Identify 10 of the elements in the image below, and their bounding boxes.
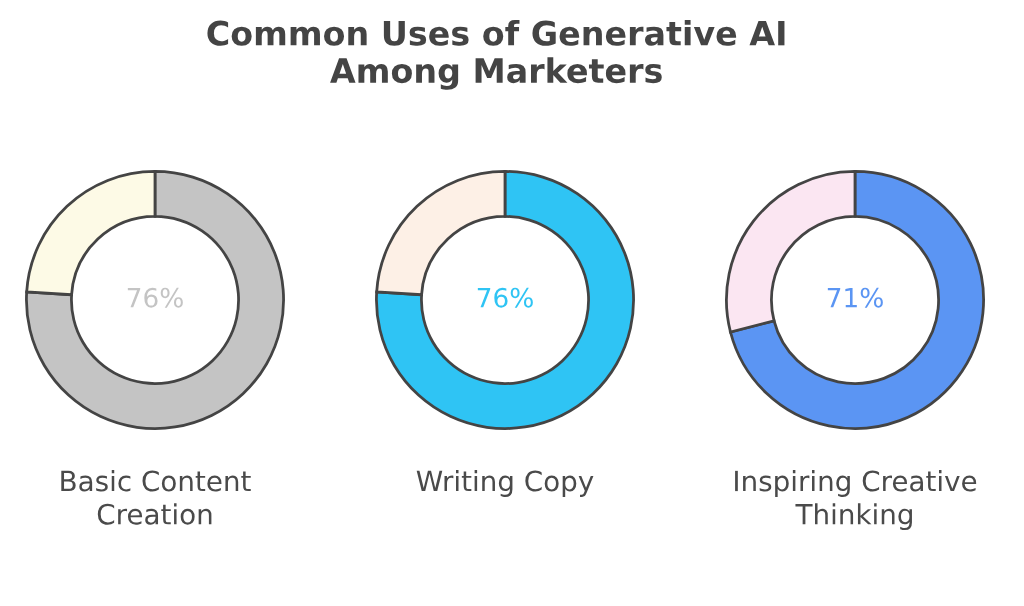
text: Writing Copy (416, 470, 594, 497)
donut-slice (729, 170, 985, 430)
data-label: 76% (477, 287, 533, 308)
text: Basic Content Creation (61, 470, 251, 525)
donut-slice (25, 170, 285, 430)
text: Common Uses of Generative AI Among Marketers (207, 20, 785, 90)
data-label: 76% (127, 287, 183, 308)
donut-slice (375, 170, 635, 430)
text: Inspiring Creative Thinking (735, 470, 977, 531)
data-label: 71% (827, 287, 883, 308)
